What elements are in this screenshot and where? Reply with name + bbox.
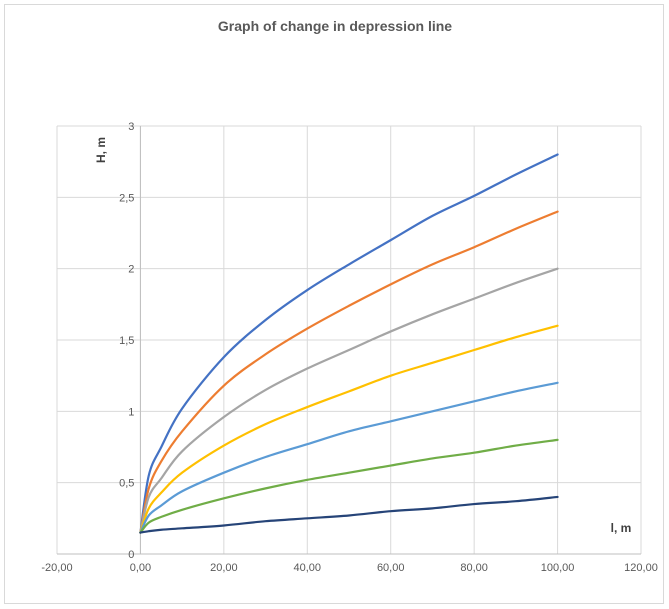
x-tick-label: 100,00 [541,562,575,574]
x-tick-label: 40,00 [294,562,322,574]
series-line-3 [139,267,559,534]
y-tick-label: 2 [128,264,134,276]
x-tick-label: 20,00 [210,562,238,574]
series-line-7 [139,495,559,534]
grid-layer [56,125,642,555]
series-line-6 [139,438,559,534]
x-tick-label: 60,00 [377,562,405,574]
chart-svg: Graph of change in depression line -20,0… [41,18,657,574]
x-tick-label: 80,00 [460,562,488,574]
x-tick-label: 0,00 [130,562,151,574]
series-layer [139,153,559,534]
x-tick-label: 120,00 [624,562,658,574]
x-axis-label: l, m [611,521,632,535]
y-tick-label: 0,5 [119,478,134,490]
series-line-5 [139,381,559,534]
y-tick-label: 3 [128,121,134,133]
y-axis-label: H, m [94,137,108,163]
y-tick-label: 2,5 [119,192,134,204]
series-line-2 [139,210,559,534]
y-tick-label: 1 [128,406,134,418]
tick-layer: -20,00 0,00 20,00 40,00 60,00 80,00 100,00 120,… [41,121,657,574]
y-tick-label: 0 [128,549,134,561]
chart-title: Graph of change in depression line [218,18,452,34]
y-tick-label: 1,5 [119,335,134,347]
series-line-4 [139,324,559,534]
chart-frame: Graph of change in depression line -20,0… [4,4,664,604]
x-tick-label: -20,00 [41,562,72,574]
series-line-1 [139,153,559,534]
